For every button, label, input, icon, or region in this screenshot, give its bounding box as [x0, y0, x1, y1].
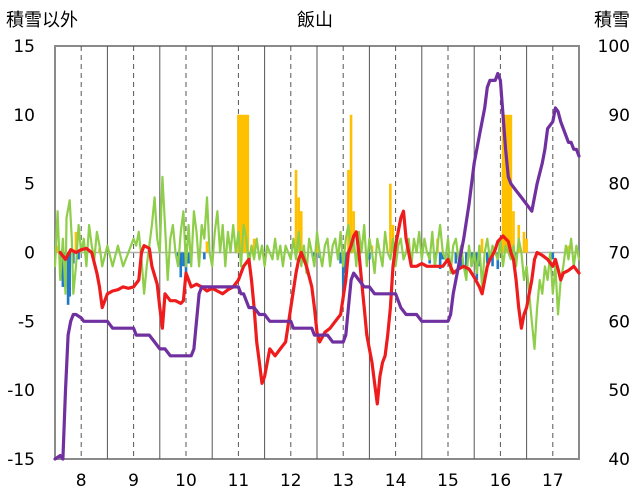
- bar-blue-10: [182, 252, 185, 267]
- left-tick--10: -10: [7, 381, 35, 401]
- bar-blue-4: [68, 252, 71, 297]
- bar-orange-0: [56, 245, 59, 253]
- left-tick-5: 5: [24, 175, 35, 195]
- line-series-group: [53, 71, 581, 461]
- bar-blue-31: [486, 252, 489, 264]
- bar-orange-30: [504, 114, 508, 253]
- chart-title: 飯山: [297, 10, 333, 31]
- right-tick-40: 40: [608, 450, 630, 470]
- bar-blue-1: [61, 252, 65, 287]
- bar-orange-22: [389, 183, 392, 253]
- bar-blue-6: [77, 252, 80, 260]
- bar-orange-20: [352, 211, 355, 253]
- x-tick-16: 16: [490, 471, 512, 491]
- x-tick-11: 11: [228, 471, 250, 491]
- bar-orange-15: [297, 197, 300, 253]
- bar-orange-18: [347, 169, 350, 253]
- x-tick-15: 15: [437, 471, 459, 491]
- bar-blue-32: [491, 252, 494, 267]
- bar-blue-12: [187, 252, 190, 264]
- bar-blue-33: [496, 252, 500, 270]
- bar-blue-3: [66, 252, 70, 305]
- bar-orange-5: [205, 241, 209, 253]
- bar-blue-9: [179, 252, 183, 278]
- x-tick-labels: 8 9 10 11 12 13 14 15 16 17: [76, 471, 564, 491]
- left-tick--15: -15: [7, 450, 35, 470]
- bar-blue-27: [465, 252, 468, 274]
- x-tick-17: 17: [542, 471, 564, 491]
- right-tick-100: 100: [598, 37, 630, 57]
- x-tick-12: 12: [280, 471, 302, 491]
- bar-orange-19: [349, 114, 353, 253]
- left-tick-labels: 15 10 5 0 -5 -10 -15: [7, 37, 35, 470]
- right-tick-90: 90: [608, 106, 630, 126]
- bar-orange-1: [74, 231, 78, 253]
- bar-blue-18: [341, 252, 345, 301]
- series-line-purple: [53, 71, 581, 461]
- left-tick-0: 0: [24, 244, 35, 264]
- bar-orange-11: [244, 114, 248, 253]
- bar-orange-31: [506, 114, 510, 253]
- bar-orange-36: [522, 231, 526, 253]
- bar-blue-13: [203, 252, 206, 260]
- x-tick-9: 9: [128, 471, 139, 491]
- right-tick-80: 80: [608, 175, 630, 195]
- series-line-red: [58, 209, 581, 406]
- left-tick--5: -5: [18, 312, 35, 332]
- right-axis-label: 積雪: [594, 10, 630, 31]
- bar-orange-9: [241, 114, 244, 253]
- bar-orange-8: [239, 114, 243, 253]
- bar-orange-14: [294, 169, 298, 253]
- x-tick-13: 13: [332, 471, 354, 491]
- left-axis-label: 積雪以外: [6, 10, 78, 31]
- right-tick-labels: 100 90 80 70 60 50 40: [598, 37, 630, 470]
- bar-orange-29: [503, 114, 506, 253]
- bar-orange-12: [246, 114, 250, 253]
- bar-blue-35: [551, 252, 555, 260]
- bar-orange-37: [525, 238, 528, 253]
- bar-orange-26: [480, 238, 484, 253]
- right-tick-70: 70: [608, 244, 630, 264]
- bar-orange-16: [299, 211, 303, 253]
- bar-blue-24: [441, 252, 445, 260]
- bar-orange-13: [252, 238, 256, 253]
- bar-orange-34: [512, 211, 515, 253]
- left-tick-15: 15: [13, 37, 35, 57]
- right-tick-60: 60: [608, 312, 630, 332]
- bar-orange-28: [501, 114, 505, 253]
- right-tick-50: 50: [608, 381, 630, 401]
- bar-orange-7: [238, 114, 241, 253]
- x-tick-14: 14: [385, 471, 407, 491]
- x-tick-10: 10: [175, 471, 197, 491]
- bar-orange-38: [567, 245, 570, 253]
- bar-blue-17: [339, 252, 342, 264]
- bar-blue-20: [368, 252, 371, 260]
- bar-blue-25: [454, 252, 458, 264]
- bar-blue-23: [438, 252, 442, 270]
- bar-orange-10: [243, 114, 246, 253]
- x-tick-8: 8: [76, 471, 87, 491]
- left-tick-10: 10: [13, 106, 35, 126]
